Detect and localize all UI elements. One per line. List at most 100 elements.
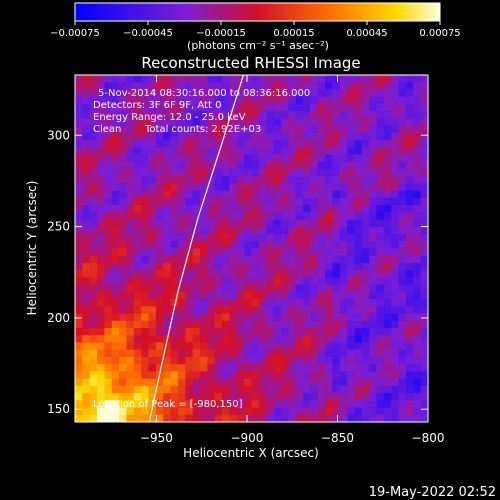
- heatmap-cell: [207, 400, 216, 408]
- heatmap-cell: [236, 190, 245, 199]
- heatmap-cell: [273, 111, 282, 119]
- heatmap-cell: [339, 393, 348, 401]
- heatmap-cell: [75, 75, 83, 83]
- heatmap-cell: [251, 248, 260, 257]
- heatmap-cell: [163, 328, 171, 336]
- heatmap-cell: [361, 400, 370, 408]
- heatmap-cell: [325, 219, 333, 228]
- heatmap-cell: [207, 125, 216, 134]
- heatmap-cell: [383, 219, 392, 228]
- heatmap-cell: [89, 262, 98, 271]
- heatmap-cell: [420, 306, 428, 314]
- heatmap-cell: [229, 154, 238, 163]
- heatmap-cell: [222, 349, 230, 358]
- heatmap-cell: [207, 364, 216, 372]
- heatmap-cell: [258, 183, 267, 192]
- heatmap-cell: [155, 125, 164, 134]
- heatmap-cell: [317, 183, 326, 192]
- heatmap-cell: [192, 111, 201, 119]
- heatmap-cell: [82, 371, 91, 380]
- heatmap-cell: [75, 255, 83, 264]
- heatmap-cell: [155, 364, 164, 372]
- heatmap-cell: [119, 161, 127, 170]
- heatmap-cell: [251, 400, 260, 408]
- heatmap-cell: [383, 197, 392, 206]
- heatmap-cell: [266, 118, 274, 127]
- heatmap-cell: [126, 205, 135, 213]
- y-axis-label: Heliocentric Y (arcsec): [25, 181, 39, 316]
- heatmap-cell: [133, 364, 142, 372]
- heatmap-cell: [82, 306, 91, 314]
- heatmap-cell: [354, 262, 363, 271]
- heatmap-cell: [214, 270, 223, 278]
- heatmap-cell: [222, 89, 230, 98]
- heatmap-cell: [148, 356, 157, 365]
- heatmap-cell: [391, 168, 399, 177]
- heatmap-cell: [133, 255, 142, 264]
- heatmap-cell: [229, 226, 238, 235]
- heatmap-cell: [185, 328, 194, 336]
- heatmap-cell: [339, 277, 348, 286]
- heatmap-cell: [192, 75, 201, 83]
- heatmap-cell: [207, 241, 216, 249]
- heatmap-cell: [119, 313, 127, 322]
- heatmap-cell: [111, 349, 120, 358]
- heatmap-cell: [200, 356, 208, 365]
- heatmap-cell: [398, 103, 407, 112]
- heatmap-cell: [413, 342, 422, 351]
- heatmap-cell: [251, 147, 260, 155]
- heatmap-cell: [251, 103, 260, 112]
- heatmap-cell: [369, 385, 377, 394]
- heatmap-cell: [163, 183, 171, 192]
- heatmap-cell: [347, 378, 355, 387]
- heatmap-cell: [383, 161, 392, 170]
- heatmap-cell: [236, 313, 245, 322]
- heatmap-cell: [126, 176, 135, 184]
- heatmap-cell: [97, 393, 105, 401]
- heatmap-cell: [420, 255, 428, 264]
- heatmap-cell: [376, 414, 385, 422]
- heatmap-cell: [302, 407, 311, 416]
- heatmap-cell: [185, 132, 194, 141]
- heatmap-cell: [82, 190, 91, 199]
- heatmap-cell: [339, 291, 348, 300]
- heatmap-cell: [317, 161, 326, 170]
- heatmap-cell: [295, 82, 304, 90]
- heatmap-cell: [325, 320, 333, 329]
- heatmap-cell: [420, 342, 428, 351]
- heatmap-cell: [347, 255, 355, 264]
- heatmap-cell: [185, 349, 194, 358]
- heatmap-cell: [236, 299, 245, 307]
- heatmap-cell: [207, 328, 216, 336]
- heatmap-cell: [280, 212, 289, 220]
- heatmap-cell: [405, 154, 414, 163]
- heatmap-cell: [325, 414, 333, 422]
- heatmap-cell: [339, 255, 348, 264]
- heatmap-cell: [97, 118, 105, 127]
- heatmap-cell: [413, 328, 422, 336]
- heatmap-cell: [229, 176, 238, 184]
- heatmap-cell: [111, 118, 120, 127]
- heatmap-cell: [236, 241, 245, 249]
- heatmap-cell: [405, 212, 414, 220]
- heatmap-cell: [192, 414, 201, 422]
- heatmap-cell: [148, 349, 157, 358]
- heatmap-cell: [354, 241, 363, 249]
- heatmap-cell: [177, 125, 186, 134]
- heatmap-cell: [75, 205, 83, 213]
- heatmap-cell: [185, 183, 194, 192]
- heatmap-cell: [97, 161, 105, 170]
- heatmap-cell: [104, 226, 113, 235]
- heatmap-cell: [280, 219, 289, 228]
- heatmap-cell: [273, 378, 282, 387]
- heatmap-cell: [192, 96, 201, 105]
- heatmap-cell: [222, 299, 230, 307]
- heatmap-cell: [258, 262, 267, 271]
- heatmap-cell: [192, 132, 201, 141]
- heatmap-cell: [244, 262, 252, 271]
- heatmap-cell: [325, 284, 333, 293]
- heatmap-cell: [75, 248, 83, 257]
- heatmap-cell: [398, 378, 407, 387]
- heatmap-cell: [236, 226, 245, 235]
- heatmap-cell: [317, 168, 326, 177]
